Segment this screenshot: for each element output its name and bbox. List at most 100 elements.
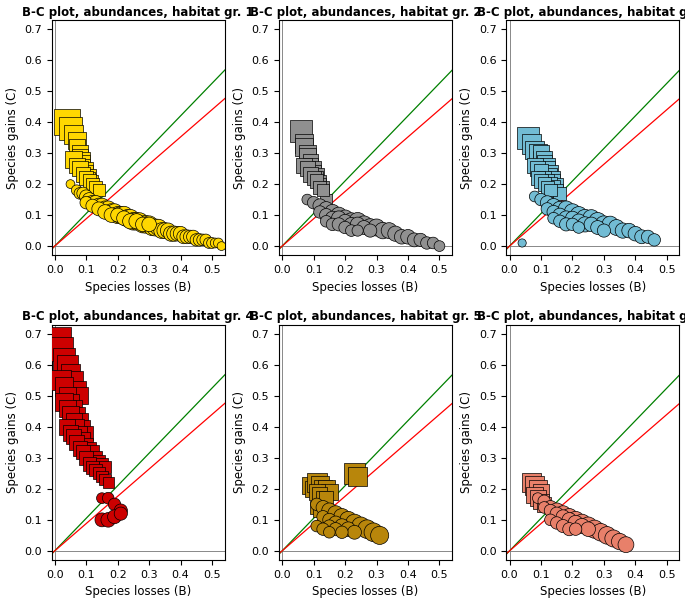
- Point: [160, 226, 171, 236]
- Point: [77, 158, 88, 167]
- Point: [532, 493, 543, 503]
- Point: [59, 382, 70, 391]
- Point: [340, 213, 351, 223]
- Point: [538, 173, 549, 182]
- Point: [299, 139, 310, 149]
- Point: [84, 444, 95, 454]
- Point: [536, 148, 547, 158]
- Point: [84, 194, 95, 204]
- Point: [384, 226, 395, 236]
- Point: [321, 210, 332, 220]
- Point: [138, 219, 149, 229]
- Point: [352, 219, 363, 229]
- Point: [93, 185, 104, 195]
- Point: [68, 130, 79, 140]
- Point: [551, 509, 562, 518]
- Point: [427, 238, 438, 248]
- Point: [554, 204, 565, 214]
- Point: [90, 453, 101, 463]
- Point: [346, 216, 357, 226]
- Point: [330, 509, 341, 518]
- Point: [545, 179, 556, 189]
- Point: [191, 235, 202, 245]
- Point: [567, 213, 578, 223]
- Point: [87, 176, 98, 186]
- Point: [538, 158, 549, 167]
- Point: [630, 229, 641, 239]
- Point: [125, 216, 136, 226]
- Point: [599, 226, 610, 236]
- Point: [62, 360, 73, 370]
- Point: [601, 530, 612, 540]
- Point: [62, 403, 73, 413]
- Point: [358, 223, 369, 233]
- Point: [403, 232, 414, 242]
- Y-axis label: Species gains (C): Species gains (C): [233, 391, 246, 493]
- Point: [318, 524, 329, 534]
- Point: [536, 194, 547, 204]
- Point: [87, 201, 98, 211]
- Point: [558, 509, 569, 518]
- Point: [68, 431, 79, 441]
- Point: [93, 201, 104, 211]
- Point: [62, 117, 73, 127]
- Point: [580, 219, 590, 229]
- Point: [103, 478, 114, 487]
- Point: [346, 219, 357, 229]
- Point: [68, 403, 79, 413]
- Point: [200, 235, 211, 245]
- Point: [71, 161, 82, 170]
- Point: [390, 229, 401, 239]
- Point: [617, 226, 628, 236]
- Point: [356, 521, 366, 531]
- Point: [324, 487, 335, 496]
- Point: [65, 123, 76, 133]
- Point: [551, 506, 562, 515]
- Title: B-C plot, abundances, habitat gr. 6: B-C plot, abundances, habitat gr. 6: [477, 310, 685, 323]
- Y-axis label: Species gains (C): Species gains (C): [5, 86, 18, 188]
- Point: [409, 235, 420, 245]
- Point: [128, 216, 139, 226]
- Title: B-C plot, abundances, habitat gr. 2: B-C plot, abundances, habitat gr. 2: [250, 5, 482, 19]
- Point: [349, 527, 360, 537]
- Point: [115, 509, 126, 518]
- Point: [548, 176, 559, 186]
- Point: [81, 191, 92, 201]
- Point: [81, 164, 92, 173]
- Point: [545, 167, 556, 176]
- Point: [570, 524, 581, 534]
- Point: [318, 484, 329, 493]
- Point: [336, 512, 347, 522]
- Point: [71, 437, 82, 447]
- Point: [62, 391, 73, 400]
- Point: [302, 152, 313, 161]
- Point: [538, 179, 549, 189]
- Point: [75, 148, 86, 158]
- Point: [93, 469, 104, 478]
- Point: [321, 493, 332, 503]
- Point: [321, 194, 332, 204]
- Point: [538, 155, 549, 164]
- Point: [567, 207, 578, 217]
- Point: [318, 503, 329, 512]
- Point: [97, 515, 108, 525]
- Point: [352, 226, 363, 236]
- Point: [71, 142, 82, 152]
- Point: [153, 223, 164, 233]
- Point: [330, 518, 341, 528]
- Point: [349, 469, 360, 478]
- Point: [150, 223, 161, 233]
- Point: [421, 238, 432, 248]
- Point: [203, 238, 214, 248]
- Point: [649, 235, 660, 245]
- Point: [573, 216, 584, 226]
- Point: [295, 126, 306, 136]
- Point: [542, 161, 553, 170]
- Point: [99, 475, 110, 484]
- Point: [321, 484, 332, 493]
- Y-axis label: Species gains (C): Species gains (C): [460, 391, 473, 493]
- Point: [336, 527, 347, 537]
- Point: [538, 503, 549, 512]
- Point: [197, 235, 208, 245]
- Point: [308, 164, 319, 173]
